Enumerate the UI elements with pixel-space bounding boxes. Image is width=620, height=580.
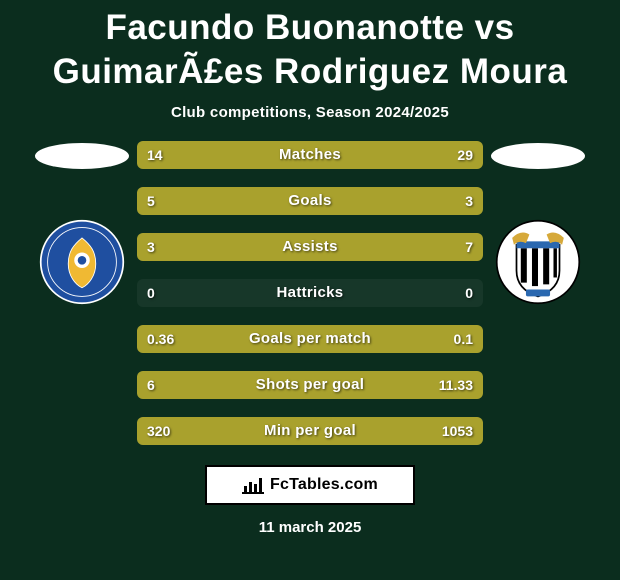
bar-right bbox=[250, 141, 483, 169]
stat-row: Shots per goal611.33 bbox=[137, 371, 483, 399]
page-title: Facundo Buonanotte vs GuimarÃ£es Rodrigu… bbox=[0, 6, 620, 94]
chart-icon bbox=[242, 476, 264, 494]
stat-label: Hattricks bbox=[137, 279, 483, 307]
bar-right bbox=[241, 233, 483, 261]
bar-left bbox=[137, 417, 218, 445]
stat-row: Goals per match0.360.1 bbox=[137, 325, 483, 353]
bar-left bbox=[137, 233, 241, 261]
stat-row: Min per goal3201053 bbox=[137, 417, 483, 445]
comparison-card: Facundo Buonanotte vs GuimarÃ£es Rodrigu… bbox=[0, 0, 620, 580]
stat-value-left: 0 bbox=[147, 279, 155, 307]
bar-left bbox=[137, 325, 408, 353]
right-team-col bbox=[483, 141, 593, 305]
bar-right bbox=[353, 187, 483, 215]
stat-value-right: 0 bbox=[465, 279, 473, 307]
bar-left bbox=[137, 141, 250, 169]
footer-badge[interactable]: FcTables.com bbox=[205, 465, 415, 505]
stat-row: Assists37 bbox=[137, 233, 483, 261]
stats-column: Matches1429 Goals53 Assists37 Hattricks0 0 Go… bbox=[137, 141, 483, 445]
date-label: 11 march 2025 bbox=[259, 519, 362, 536]
left-team-col bbox=[27, 141, 137, 305]
left-team-crest bbox=[39, 219, 125, 305]
bar-left bbox=[137, 371, 257, 399]
bar-left bbox=[137, 187, 353, 215]
bar-right bbox=[257, 371, 483, 399]
bar-right bbox=[218, 417, 483, 445]
footer-label: FcTables.com bbox=[270, 476, 378, 494]
main-row: Matches1429 Goals53 Assists37 Hattricks0 0 Go… bbox=[0, 141, 620, 445]
right-team-crest bbox=[495, 219, 581, 305]
stat-row: Matches1429 bbox=[137, 141, 483, 169]
stat-row: Goals53 bbox=[137, 187, 483, 215]
stat-row: Hattricks0 0 bbox=[137, 279, 483, 307]
left-ellipse bbox=[35, 143, 129, 169]
bar-right bbox=[408, 325, 483, 353]
subtitle: Club competitions, Season 2024/2025 bbox=[171, 104, 449, 121]
right-ellipse bbox=[491, 143, 585, 169]
